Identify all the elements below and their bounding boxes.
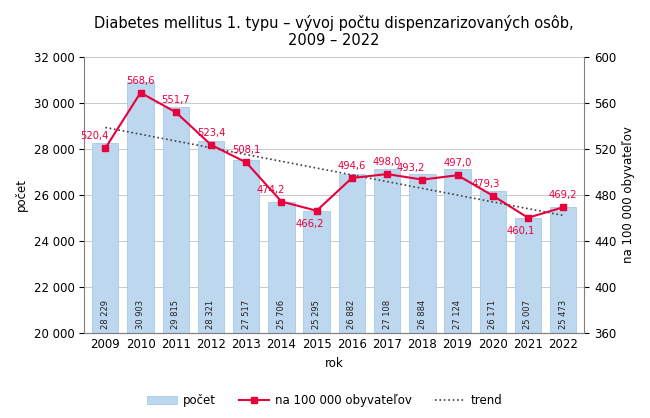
- Text: 25 706: 25 706: [277, 299, 286, 329]
- Bar: [198, 141, 224, 418]
- Text: 29 815: 29 815: [171, 300, 180, 329]
- Title: Diabetes mellitus 1. typu – vývoj počtu dispenzarizovaných osôb,
2009 – 2022: Diabetes mellitus 1. typu – vývoj počtu …: [94, 15, 574, 48]
- Text: 27 124: 27 124: [453, 300, 462, 329]
- Bar: [162, 107, 189, 418]
- Text: 30 903: 30 903: [136, 299, 145, 329]
- Text: 25 473: 25 473: [559, 299, 567, 329]
- Y-axis label: na 100 000 obyvateľov: na 100 000 obyvateľov: [622, 126, 635, 263]
- Text: 551,7: 551,7: [161, 95, 190, 105]
- Text: 28 321: 28 321: [207, 299, 215, 329]
- Bar: [268, 201, 294, 418]
- Text: 474,2: 474,2: [256, 185, 285, 194]
- Text: 497,0: 497,0: [443, 158, 472, 168]
- Bar: [339, 174, 365, 418]
- Text: 493,2: 493,2: [397, 163, 425, 173]
- Text: 26 882: 26 882: [347, 299, 356, 329]
- Text: 479,3: 479,3: [472, 178, 500, 189]
- Y-axis label: počet: počet: [15, 178, 28, 212]
- Bar: [515, 218, 541, 418]
- Text: 466,2: 466,2: [296, 219, 324, 229]
- Bar: [304, 211, 330, 418]
- Bar: [233, 160, 259, 418]
- Text: 27 517: 27 517: [242, 299, 251, 329]
- Text: 26 171: 26 171: [488, 299, 497, 329]
- Bar: [127, 82, 153, 418]
- Text: 26 884: 26 884: [418, 299, 427, 329]
- Text: 494,6: 494,6: [337, 161, 366, 171]
- Text: 498,0: 498,0: [373, 157, 401, 167]
- Bar: [92, 143, 118, 418]
- Bar: [445, 169, 471, 418]
- Text: 520,4: 520,4: [80, 131, 109, 141]
- Text: 469,2: 469,2: [549, 190, 577, 200]
- Text: 568,6: 568,6: [126, 76, 155, 86]
- Text: 25 007: 25 007: [523, 300, 532, 329]
- Text: 28 229: 28 229: [101, 300, 110, 329]
- Text: 27 108: 27 108: [383, 299, 391, 329]
- Text: 508,1: 508,1: [232, 145, 261, 155]
- Text: 523,4: 523,4: [197, 128, 225, 138]
- Bar: [480, 191, 506, 418]
- Bar: [550, 207, 577, 418]
- Bar: [374, 169, 400, 418]
- X-axis label: rok: rok: [325, 357, 344, 370]
- Bar: [409, 174, 436, 418]
- Text: 25 295: 25 295: [312, 300, 321, 329]
- Text: 460,1: 460,1: [507, 226, 535, 236]
- Legend: počet, na 100 000 obyvateľov, trend: počet, na 100 000 obyvateľov, trend: [143, 390, 507, 412]
